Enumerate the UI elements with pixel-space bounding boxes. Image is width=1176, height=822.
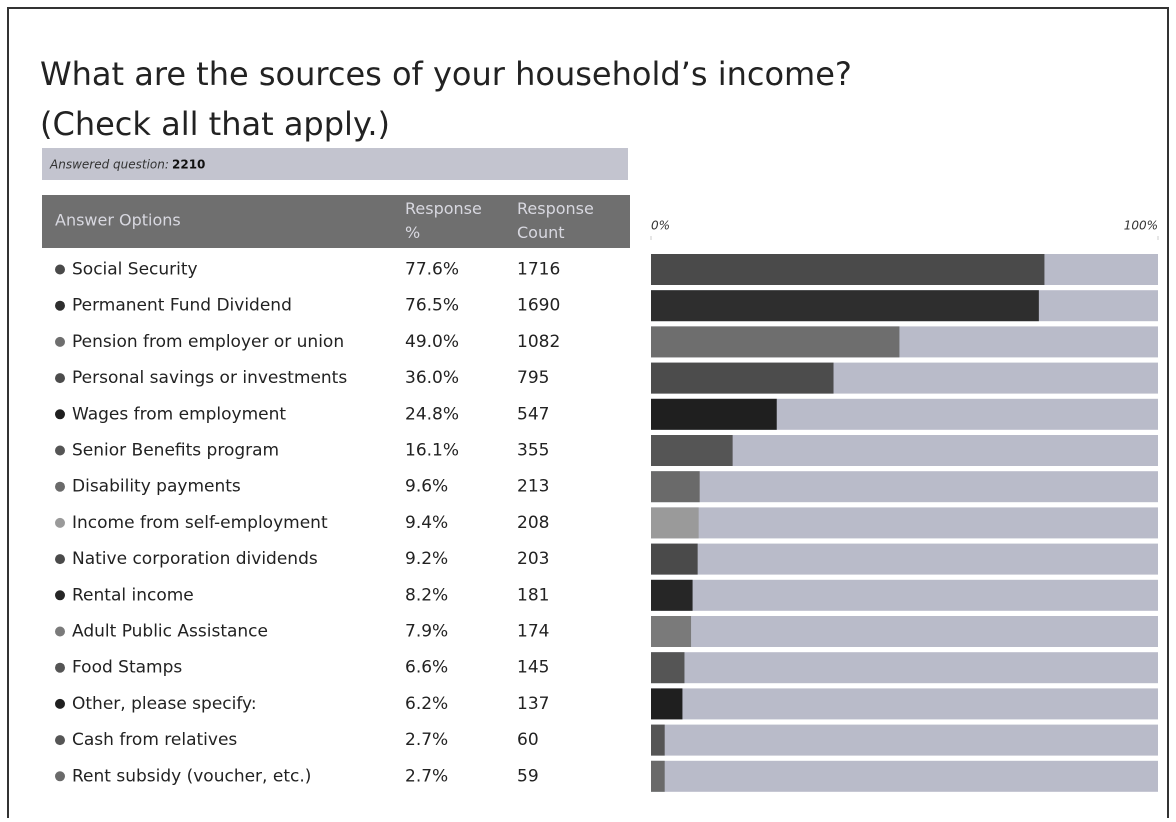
- bar: [651, 507, 699, 539]
- bar-track: [651, 507, 1158, 539]
- bullet: [55, 409, 65, 420]
- bar: [651, 290, 1039, 322]
- value-label: 9.2%: [405, 549, 448, 569]
- value-label: 2.7%: [405, 766, 448, 786]
- bar: [651, 398, 777, 430]
- value-label: 9.6%: [405, 477, 448, 497]
- category-label: Permanent Fund Dividend: [72, 296, 292, 316]
- category-label: Wages from employment: [72, 404, 286, 424]
- value-label: 24.8%: [405, 404, 459, 424]
- answered-box: [42, 148, 628, 180]
- bar-track: [651, 543, 1158, 575]
- bar-track: [651, 724, 1158, 756]
- bar: [651, 579, 693, 611]
- bar: [651, 362, 834, 394]
- column-header: Response Count: [517, 199, 594, 242]
- answered-count: 2210: [172, 158, 205, 172]
- category-label: Adult Public Assistance: [72, 622, 268, 642]
- count-label: 60: [517, 730, 539, 750]
- bar: [651, 435, 733, 466]
- subtitle: (Check all that apply.): [40, 105, 390, 143]
- value-label: 6.6%: [405, 658, 448, 678]
- bar: [651, 652, 685, 684]
- bullet: [55, 445, 65, 456]
- bullet: [55, 735, 65, 746]
- bar: [651, 471, 700, 503]
- bar: [651, 724, 665, 756]
- value-label: 76.5%: [405, 296, 459, 316]
- bullet: [55, 626, 65, 637]
- category-label: Personal savings or investments: [72, 368, 347, 388]
- count-label: 1082: [517, 332, 560, 352]
- bar-track: [651, 471, 1158, 503]
- count-label: 213: [517, 477, 549, 497]
- count-label: 203: [517, 549, 549, 569]
- x-tick-label: 0%: [651, 219, 670, 233]
- bar: [651, 760, 665, 792]
- bullet: [55, 336, 65, 347]
- column-header: Answer Options: [55, 211, 181, 230]
- bar-track: [651, 688, 1158, 720]
- value-label: 16.1%: [405, 441, 459, 461]
- bullet: [55, 517, 65, 528]
- category-label: Cash from relatives: [72, 730, 237, 750]
- value-label: 8.2%: [405, 585, 448, 605]
- category-label: Income from self-employment: [72, 513, 328, 533]
- bar-track: [651, 760, 1158, 792]
- bullet: [55, 481, 65, 492]
- bullet: [55, 590, 65, 601]
- bar-track: [651, 616, 1158, 647]
- column-header: Response%: [405, 199, 482, 242]
- count-label: 208: [517, 513, 549, 533]
- bullet: [55, 373, 65, 384]
- category-label: Pension from employer or union: [72, 332, 344, 352]
- count-label: 145: [517, 658, 549, 678]
- category-label: Rent subsidy (voucher, etc.): [72, 766, 311, 786]
- value-label: 6.2%: [405, 694, 448, 714]
- category-label: Native corporation dividends: [72, 549, 318, 569]
- count-label: 1716: [517, 260, 560, 280]
- bullet: [55, 300, 65, 311]
- count-label: 355: [517, 441, 549, 461]
- category-label: Disability payments: [72, 477, 241, 497]
- value-label: 36.0%: [405, 368, 459, 388]
- count-label: 174: [517, 622, 549, 642]
- bullet: [55, 264, 65, 275]
- answered-label: Answered question:: [49, 158, 169, 172]
- bar-track: [651, 579, 1158, 611]
- bar: [651, 254, 1045, 285]
- value-label: 9.4%: [405, 513, 448, 533]
- bar: [651, 543, 698, 575]
- x-tick-label: 100%: [1124, 219, 1158, 233]
- table-header: [42, 195, 630, 248]
- count-label: 181: [517, 585, 549, 605]
- value-label: 7.9%: [405, 622, 448, 642]
- count-label: 1690: [517, 296, 560, 316]
- count-label: 59: [517, 766, 539, 786]
- count-label: 795: [517, 368, 549, 388]
- value-label: 2.7%: [405, 730, 448, 750]
- bullet: [55, 554, 65, 565]
- bullet: [55, 771, 65, 782]
- count-label: 547: [517, 404, 549, 424]
- bullet: [55, 662, 65, 673]
- bar: [651, 616, 692, 647]
- bar-track: [651, 435, 1158, 466]
- value-label: 77.6%: [405, 260, 459, 280]
- category-label: Food Stamps: [72, 658, 182, 678]
- title: What are the sources of your household’s…: [40, 55, 852, 93]
- category-label: Rental income: [72, 585, 194, 605]
- count-label: 137: [517, 694, 549, 714]
- bar: [651, 688, 683, 720]
- category-label: Senior Benefits program: [72, 441, 279, 461]
- bar-track: [651, 652, 1158, 684]
- category-label: Other, please specify:: [72, 694, 257, 714]
- category-label: Social Security: [72, 260, 198, 280]
- bullet: [55, 698, 65, 709]
- value-label: 49.0%: [405, 332, 459, 352]
- bar: [651, 326, 900, 358]
